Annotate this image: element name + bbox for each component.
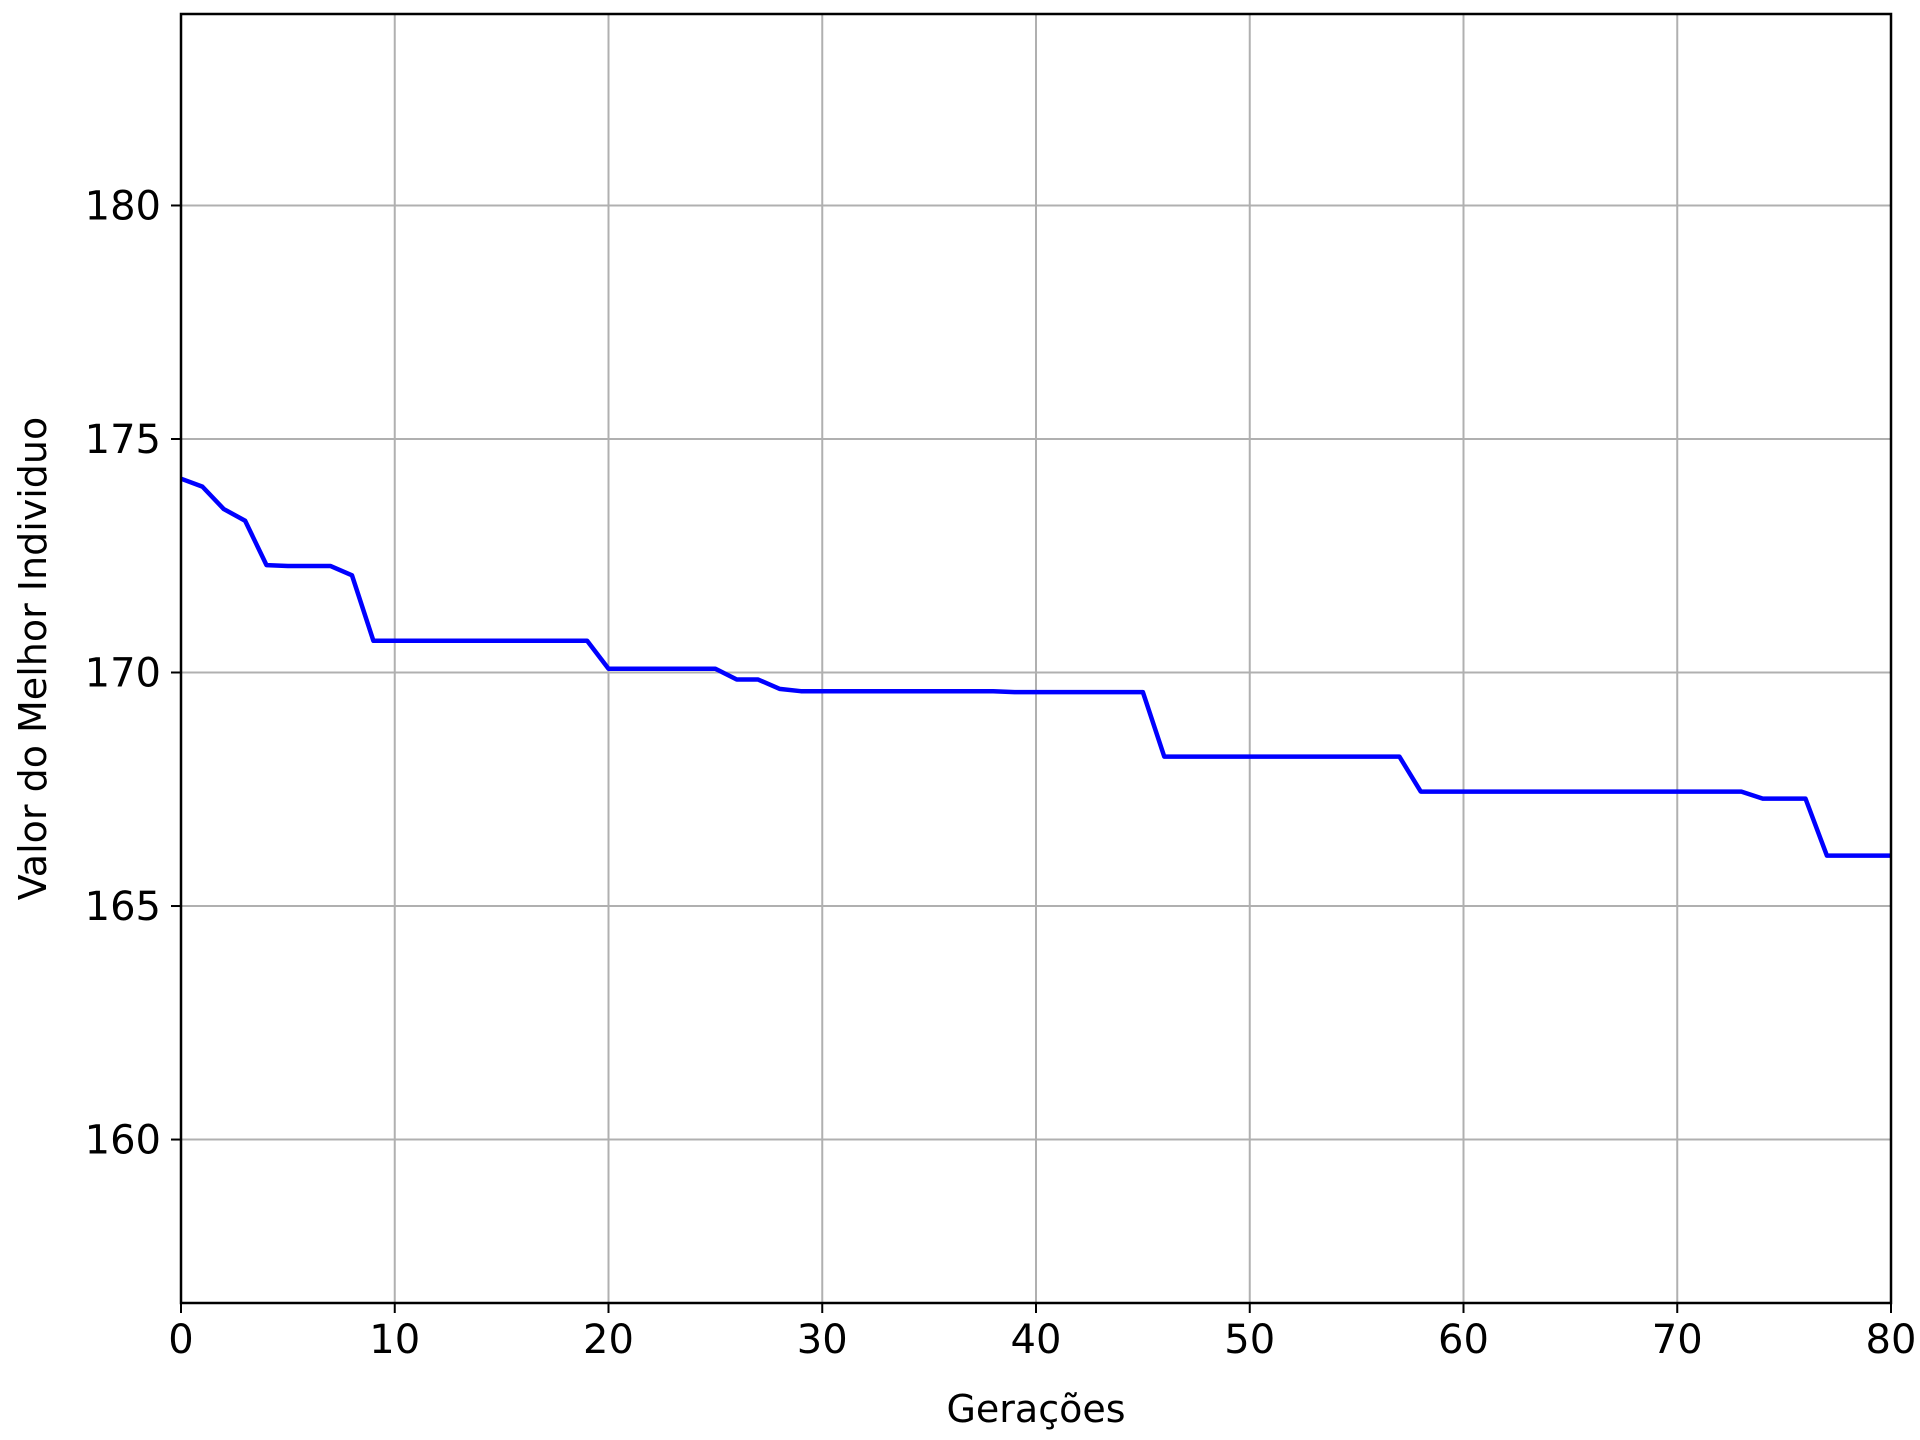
x-tick-label: 30	[797, 1317, 848, 1363]
x-axis-ticks: 0 10 20 30 40 50 60 70 80	[168, 1303, 1916, 1363]
x-tick-label: 40	[1011, 1317, 1062, 1363]
x-tick-label: 80	[1866, 1317, 1917, 1363]
x-tick-label: 60	[1438, 1317, 1489, 1363]
series-group	[180, 476, 1891, 858]
x-tick-label: 50	[1224, 1317, 1275, 1363]
y-axis-ticks: 160 165 170 175 180	[85, 183, 181, 1164]
x-tick-label: 0	[168, 1317, 193, 1363]
y-tick-label: 180	[85, 183, 161, 229]
series-line	[180, 476, 1891, 858]
x-tick-label: 20	[583, 1317, 634, 1363]
y-tick-label: 175	[85, 417, 161, 463]
x-tick-label: 10	[369, 1317, 420, 1363]
x-tick-label: 70	[1652, 1317, 1703, 1363]
y-tick-label: 170	[85, 651, 161, 697]
grid-lines	[180, 14, 1892, 1303]
x-axis-label: Gerações	[946, 1387, 1125, 1431]
y-tick-label: 160	[85, 1118, 161, 1164]
y-tick-label: 165	[85, 884, 161, 930]
y-axis-label: Valor do Melhor Individuo	[11, 417, 55, 901]
